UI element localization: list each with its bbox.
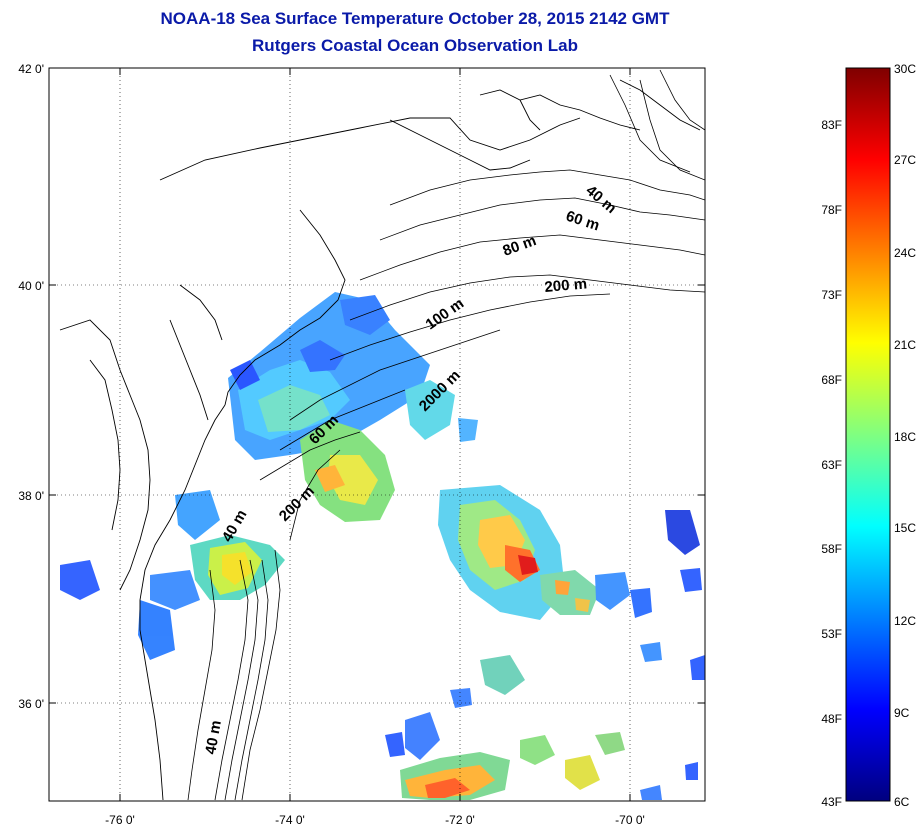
celsius-label: 18C [894,430,916,444]
map-frame [48,67,706,802]
longitude-labels: -76 0' -74 0' -72 0' -70 0' [105,813,645,827]
coastline [59,79,701,801]
lat-tick-label: 38 0' [18,489,44,503]
lon-tick-label: -76 0' [105,813,135,827]
celsius-label: 15C [894,521,916,535]
latitude-labels: 42 0' 40 0' 38 0' 36 0' [18,62,44,711]
contour-label: 200 m [544,275,588,296]
lat-tick-label: 42 0' [18,62,44,76]
colorbar-celsius-labels: 30C 27C 24C 21C 18C 15C 12C 9C 6C [894,62,916,809]
contour-label: 100 m [423,295,468,333]
graticule [49,68,705,801]
lon-tick-label: -74 0' [275,813,305,827]
contour-label: 80 m [501,232,539,260]
fahrenheit-label: 63F [821,458,842,472]
contour-labels: 40 m 60 m 80 m 200 m 100 m 2000 m 60 m 2… [202,182,619,756]
axis-ticks [49,68,705,801]
fahrenheit-label: 68F [821,373,842,387]
celsius-label: 24C [894,246,916,260]
fahrenheit-label: 43F [821,795,842,809]
sst-patches [60,292,705,800]
fahrenheit-label: 48F [821,712,842,726]
contour-label: 40 m [202,719,225,756]
celsius-label: 6C [894,795,910,809]
map-subtitle: Rutgers Coastal Ocean Observation Lab [252,36,578,55]
bathymetry-contours [187,69,705,801]
fahrenheit-label: 83F [821,118,842,132]
celsius-label: 30C [894,62,916,76]
celsius-label: 9C [894,706,910,720]
contour-label: 40 m [582,182,619,217]
fahrenheit-label: 78F [821,203,842,217]
lat-tick-label: 36 0' [18,697,44,711]
contour-label: 60 m [564,208,602,235]
celsius-label: 12C [894,614,916,628]
celsius-label: 27C [894,153,916,167]
map-title: NOAA-18 Sea Surface Temperature October … [160,9,670,28]
fahrenheit-label: 73F [821,288,842,302]
lon-tick-label: -72 0' [445,813,475,827]
colorbar [845,67,891,802]
fahrenheit-label: 53F [821,627,842,641]
contour-label: 200 m [276,483,318,525]
lon-tick-label: -70 0' [615,813,645,827]
fahrenheit-label: 58F [821,542,842,556]
lat-tick-label: 40 0' [18,279,44,293]
colorbar-fahrenheit-labels: 83F 78F 73F 68F 63F 58F 53F 48F 43F [821,118,842,809]
celsius-label: 21C [894,338,916,352]
